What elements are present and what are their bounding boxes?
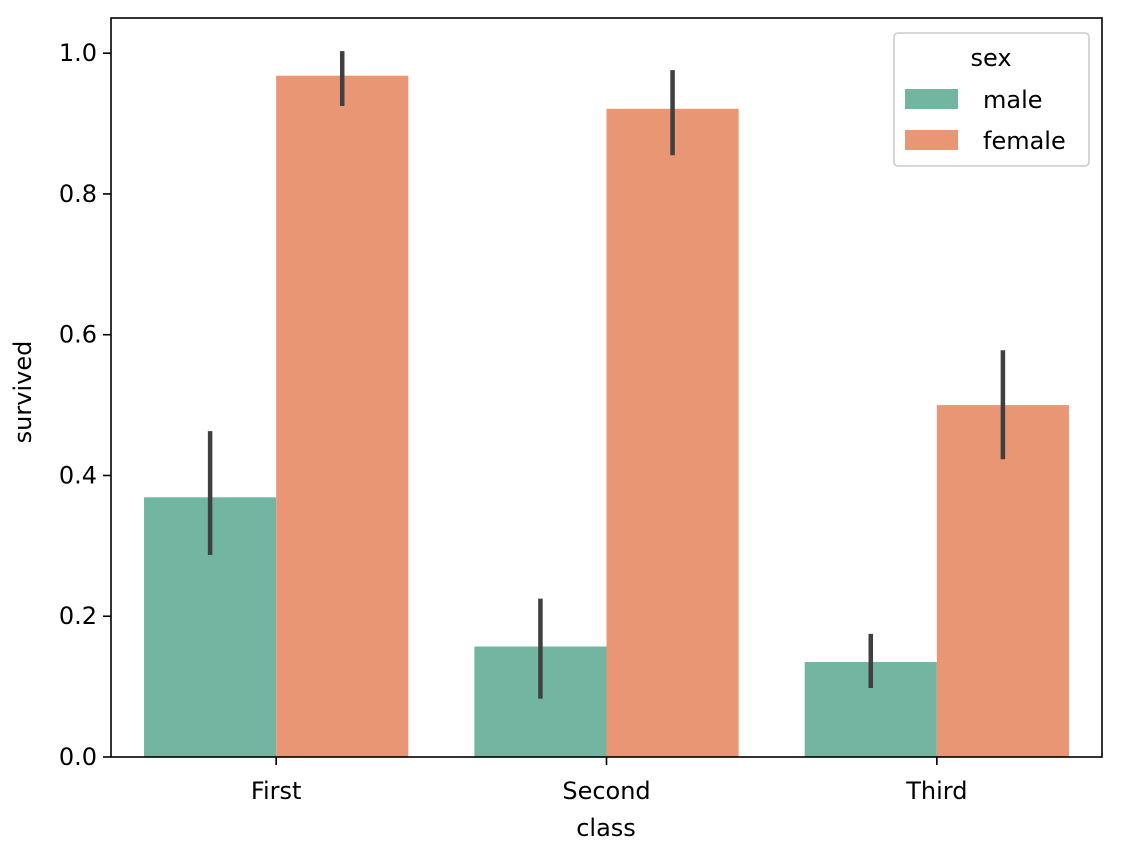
legend-label-male: male xyxy=(983,86,1043,114)
legend-swatch-female xyxy=(905,130,958,150)
y-tick-label: 0.4 xyxy=(59,461,97,489)
bar-female-second xyxy=(606,108,739,758)
x-tick-label-second: Second xyxy=(562,777,650,805)
bars-group xyxy=(144,75,1069,758)
x-axis: First Second Third xyxy=(251,757,967,805)
x-tick-label-first: First xyxy=(251,777,302,805)
x-tick-label-third: Third xyxy=(905,777,967,805)
legend-swatch-male xyxy=(905,89,958,109)
y-tick-label: 0.6 xyxy=(59,321,97,349)
legend-entries: male female xyxy=(905,86,1066,155)
legend: sex male female xyxy=(893,32,1090,167)
y-axis-title: survived xyxy=(9,341,37,444)
legend-label-female: female xyxy=(983,127,1066,155)
bar-female-third xyxy=(936,405,1069,757)
legend-title: sex xyxy=(970,44,1011,72)
x-axis-title: class xyxy=(576,814,636,842)
y-axis: 0.0 0.2 0.4 0.6 0.8 1.0 xyxy=(59,39,111,771)
y-tick-label: 0.0 xyxy=(59,743,97,771)
error-bars-group xyxy=(207,51,1006,699)
y-tick-label: 1.0 xyxy=(59,39,97,67)
bar-female-first xyxy=(276,75,409,757)
y-tick-label: 0.8 xyxy=(59,180,97,208)
y-tick-label: 0.2 xyxy=(59,602,97,630)
